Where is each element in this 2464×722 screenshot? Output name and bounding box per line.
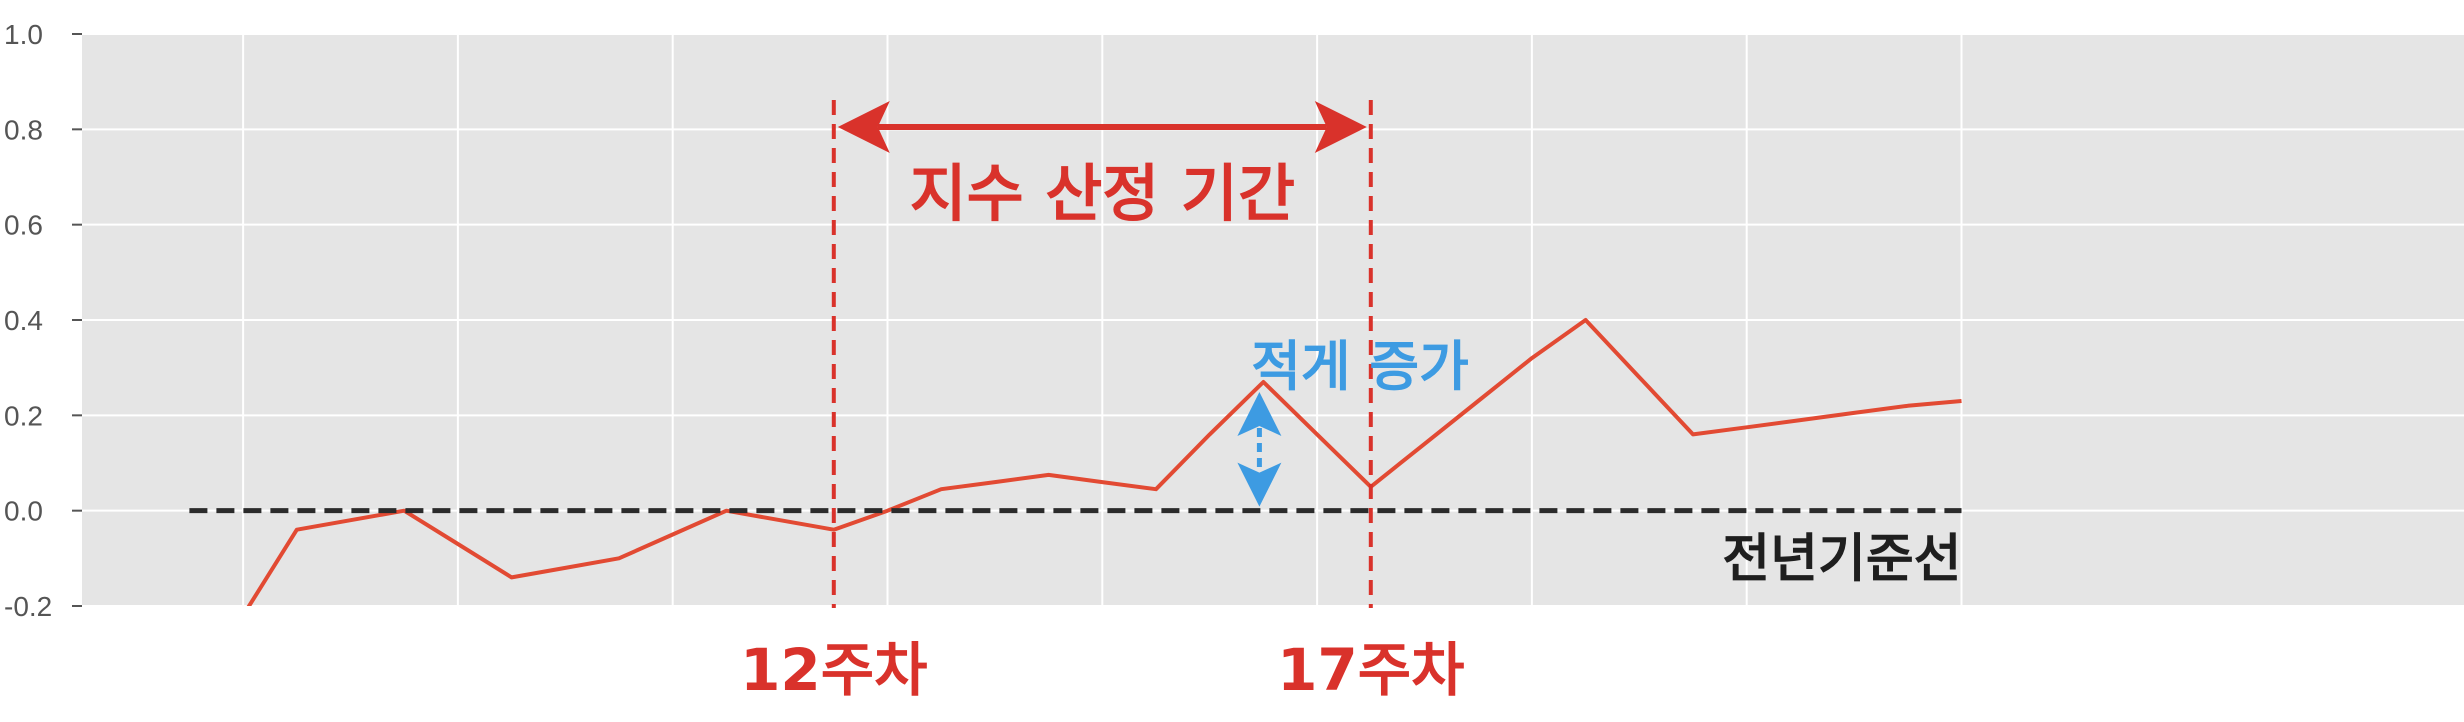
period-label: 지수 산정 기간 [910,157,1295,230]
period-arrow-right-head [1314,101,1367,153]
y-tick-label: -0.2 [4,591,52,622]
marker-label: 17주차 [1277,636,1464,704]
baseline-label: 전년기준선 [1722,530,1961,590]
increase-arrow-down-head [1237,462,1282,507]
y-tick-label: 0.8 [4,114,43,145]
series-line [246,318,1962,606]
y-tick-label: 0.4 [4,305,43,336]
marker-label: 12주차 [740,636,927,704]
increase-arrow-up-head [1237,391,1282,436]
y-tick-label: 0.6 [4,210,43,241]
y-axis-ticks: -0.2 0.0 0.2 0.4 0.6 0.8 1.0 [4,19,82,622]
series [246,318,1962,606]
period-arrow-left-head [837,101,890,153]
y-tick-label: 1.0 [4,19,43,50]
y-tick-label: 0.2 [4,400,43,431]
increase-label: 적게 증가 [1251,335,1469,398]
y-tick-label: 0.0 [4,496,43,527]
